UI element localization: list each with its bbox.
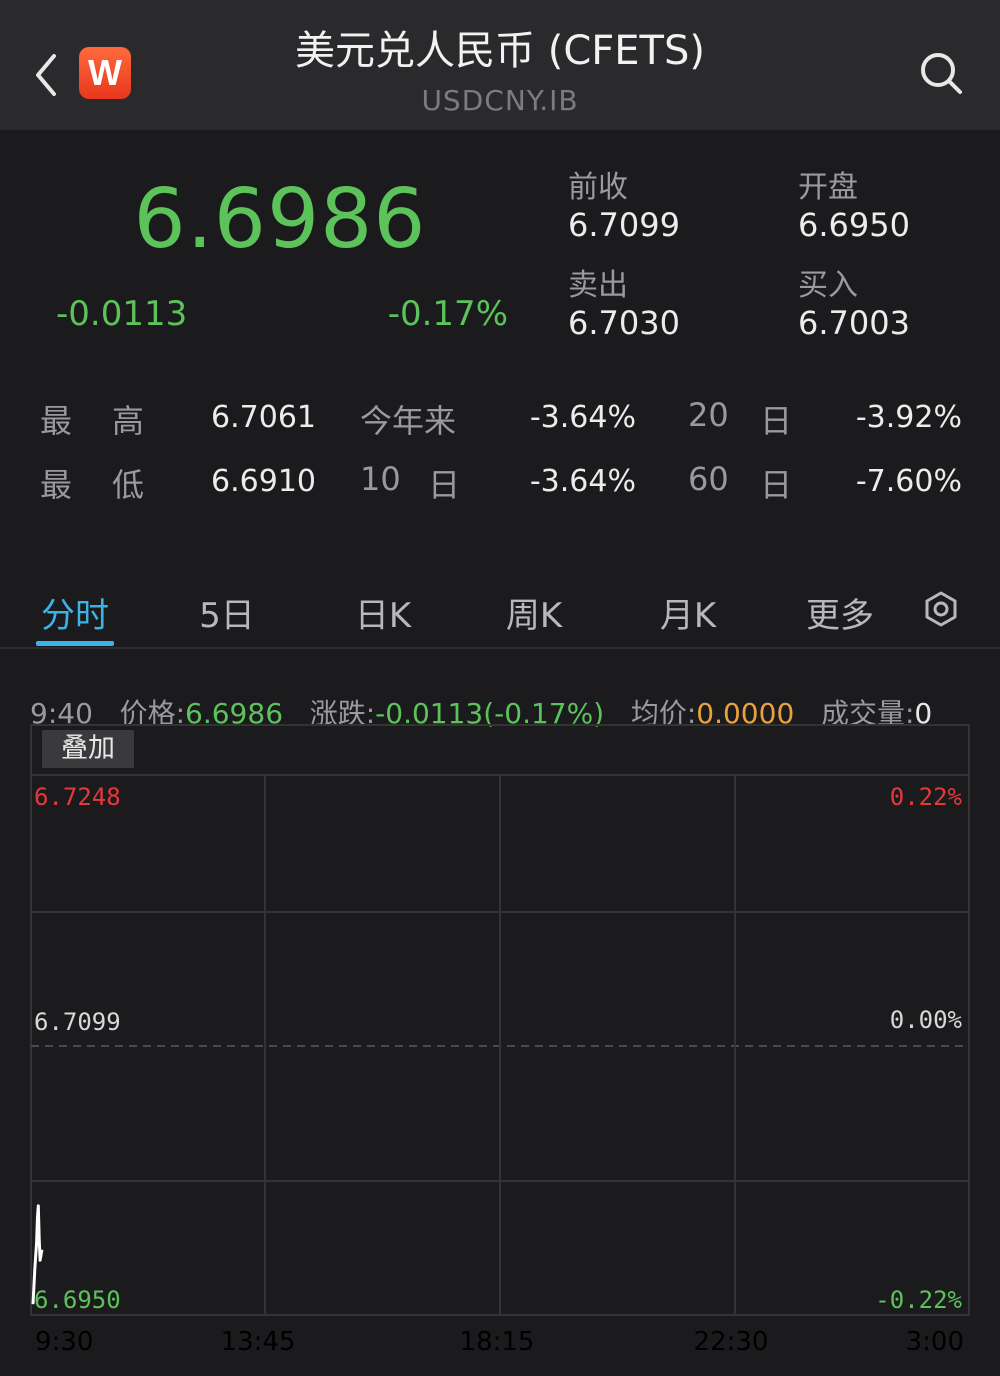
- d10-label-unit: 日: [428, 466, 461, 504]
- ask-value: 6.7030: [568, 304, 680, 342]
- d20-label-unit: 日: [760, 402, 793, 440]
- settings-icon[interactable]: [922, 590, 960, 628]
- ytd-value: -3.64%: [529, 400, 636, 435]
- d10-label-num: 10: [360, 460, 401, 498]
- x-label-3: 22:30: [694, 1327, 769, 1357]
- tab-intraday[interactable]: 分时: [41, 596, 109, 636]
- d60-label-unit: 日: [760, 466, 793, 504]
- prev-close-label: 前收: [568, 170, 628, 205]
- chevron-left-icon[interactable]: [30, 50, 66, 100]
- intraday-chart[interactable]: 6.7248 6.7099 6.6950 0.22% 0.00% -0.22% …: [0, 724, 1000, 1376]
- overlay-button[interactable]: 叠加: [42, 730, 134, 768]
- d60-value: -7.60%: [855, 464, 962, 499]
- low-label-2: 低: [112, 466, 145, 504]
- high-label-1: 最: [40, 402, 73, 440]
- d10-value: -3.64%: [529, 464, 636, 499]
- x-label-1: 13:45: [221, 1327, 296, 1357]
- d60-label-num: 60: [688, 460, 729, 498]
- price-series-line: [31, 1204, 44, 1305]
- search-icon[interactable]: [918, 50, 964, 96]
- y-label-mid: 6.7099: [34, 1008, 121, 1036]
- x-label-4: 3:00: [906, 1327, 964, 1357]
- open-value: 6.6950: [798, 206, 910, 244]
- price-change-percent: -0.17%: [387, 294, 508, 334]
- x-label-0: 9:30: [35, 1327, 93, 1357]
- low-label-1: 最: [40, 466, 73, 504]
- prev-close-value: 6.7099: [568, 206, 680, 244]
- ytd-label: 今年来: [360, 402, 457, 440]
- active-tab-indicator: [36, 641, 114, 646]
- pct-label-top: 0.22%: [890, 783, 963, 811]
- tabs-divider: [0, 647, 1000, 649]
- page-title: 美元兑人民币 (CFETS): [295, 28, 705, 74]
- pct-label-bottom: -0.22%: [875, 1286, 962, 1314]
- high-label-2: 高: [112, 402, 145, 440]
- bid-label: 买入: [798, 268, 858, 303]
- tab-daily-k[interactable]: 日K: [354, 596, 412, 636]
- header-bar: [0, 0, 1000, 130]
- pct-label-mid: 0.00%: [890, 1006, 963, 1034]
- tab-weekly-k[interactable]: 周K: [505, 596, 563, 636]
- ask-label: 卖出: [568, 268, 628, 303]
- d20-value: -3.92%: [855, 400, 962, 435]
- tab-more[interactable]: 更多: [806, 596, 874, 636]
- tab-5day[interactable]: 5日: [199, 596, 255, 636]
- y-label-top: 6.7248: [34, 783, 121, 811]
- tab-monthly-k[interactable]: 月K: [659, 596, 717, 636]
- price-change: -0.0113: [56, 294, 188, 334]
- low-value: 6.6910: [211, 464, 316, 499]
- x-label-2: 18:15: [460, 1327, 535, 1357]
- high-value: 6.7061: [211, 400, 316, 435]
- y-label-bottom: 6.6950: [34, 1286, 121, 1314]
- bid-value: 6.7003: [798, 304, 910, 342]
- app-logo[interactable]: W: [79, 47, 131, 99]
- open-label: 开盘: [798, 170, 858, 205]
- symbol-code: USDCNY.IB: [421, 84, 579, 117]
- d20-label-num: 20: [688, 396, 729, 434]
- info-volume: 0: [914, 697, 933, 730]
- current-price: 6.6986: [133, 172, 427, 267]
